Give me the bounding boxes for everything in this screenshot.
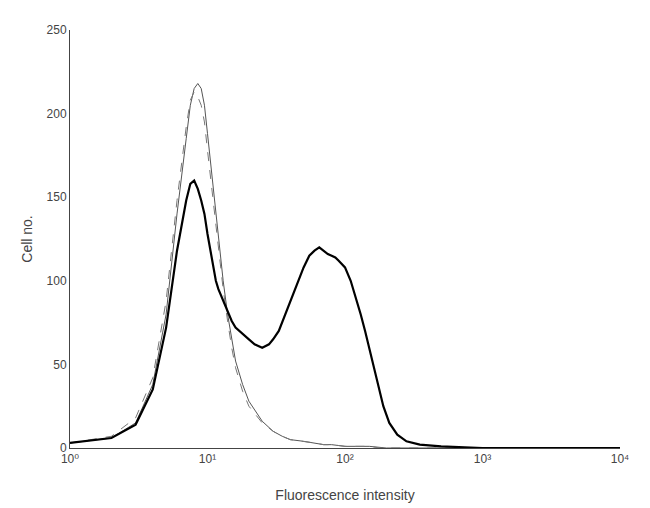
svg-text:10³: 10³ bbox=[474, 452, 491, 466]
svg-text:Fluorescence intensity: Fluorescence intensity bbox=[275, 487, 414, 503]
svg-text:10²: 10² bbox=[336, 452, 353, 466]
svg-text:10⁴: 10⁴ bbox=[611, 452, 630, 466]
svg-text:50: 50 bbox=[53, 358, 67, 372]
svg-text:250: 250 bbox=[47, 23, 67, 37]
svg-text:200: 200 bbox=[47, 107, 67, 121]
svg-text:10¹: 10¹ bbox=[199, 452, 216, 466]
svg-text:100: 100 bbox=[47, 274, 67, 288]
svg-text:150: 150 bbox=[47, 190, 67, 204]
svg-text:Cell no.: Cell no. bbox=[19, 215, 35, 262]
svg-text:0: 0 bbox=[60, 441, 67, 455]
svg-text:10⁰: 10⁰ bbox=[61, 452, 79, 466]
